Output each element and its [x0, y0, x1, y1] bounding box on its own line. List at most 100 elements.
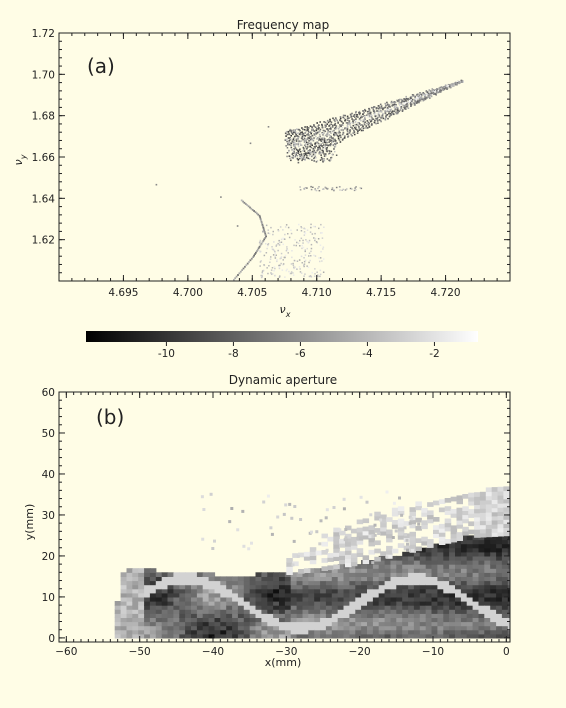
- aperture-cell: [331, 572, 339, 577]
- frequency-map-point: [313, 125, 315, 127]
- aperture-cell: [144, 580, 151, 586]
- aperture-cell: [472, 596, 480, 602]
- aperture-cell: [247, 547, 251, 551]
- frequency-map-point: [258, 250, 261, 252]
- aperture-cell: [390, 613, 397, 618]
- frequency-map-point: [384, 110, 387, 113]
- frequency-map-point: [401, 100, 403, 103]
- frequency-map-point: [354, 187, 356, 189]
- frequency-map-point: [409, 98, 412, 100]
- frequency-map-point: [289, 128, 291, 131]
- frequency-map-point: [296, 241, 298, 244]
- aperture-cell: [167, 576, 174, 582]
- aperture-cell: [419, 596, 427, 602]
- aperture-cell: [355, 617, 362, 623]
- frequency-map-point: [305, 239, 307, 241]
- frequency-map-point: [279, 264, 281, 267]
- frequency-map-point: [308, 134, 310, 136]
- aperture-cell: [437, 596, 444, 602]
- frequency-map-point: [288, 149, 290, 152]
- aperture-cell: [372, 596, 380, 602]
- frequency-map-point: [362, 125, 364, 127]
- aperture-cell: [449, 576, 456, 582]
- aperture-cell: [491, 532, 499, 537]
- aperture-cell: [339, 551, 346, 556]
- aperture-cell: [466, 629, 474, 635]
- aperture-cell: [501, 580, 509, 586]
- frequency-map-point: [398, 110, 401, 113]
- frequency-map-point: [385, 114, 387, 117]
- aperture-cell: [120, 596, 128, 602]
- frequency-map-point: [391, 110, 394, 112]
- aperture-cell: [161, 609, 169, 614]
- frequency-map-point: [319, 135, 321, 138]
- aperture-cell: [214, 617, 221, 623]
- frequency-map-point: [400, 101, 402, 104]
- aperture-cell: [484, 547, 491, 553]
- aperture-cell: [321, 533, 328, 539]
- aperture-cell: [290, 588, 298, 594]
- frequency-map-point: [377, 105, 380, 107]
- aperture-cell: [356, 548, 364, 553]
- frequency-map-point: [271, 248, 273, 250]
- frequency-map-point: [290, 159, 292, 162]
- frequency-map-point: [338, 132, 340, 134]
- aperture-cell: [507, 633, 510, 639]
- frequency-map-point: [265, 243, 267, 245]
- aperture-cell: [331, 633, 339, 639]
- frequency-map-point: [246, 204, 249, 206]
- frequency-map-point: [351, 134, 353, 137]
- aperture-cell: [431, 613, 438, 618]
- aperture-cell: [132, 572, 139, 577]
- aperture-cell: [501, 564, 509, 569]
- aperture-cell: [408, 601, 415, 606]
- aperture-cell: [402, 568, 409, 573]
- aperture-cell: [507, 576, 510, 582]
- aperture-cell: [220, 625, 227, 631]
- aperture-cell: [359, 495, 363, 499]
- frequency-map-point: [375, 115, 378, 117]
- aperture-cell: [325, 605, 333, 610]
- frequency-map-point: [253, 254, 255, 257]
- frequency-map-point: [394, 105, 397, 107]
- aperture-cell: [431, 621, 438, 627]
- aperture-cell: [390, 625, 397, 631]
- frequency-map-point: [389, 109, 392, 111]
- frequency-map-point: [422, 98, 424, 101]
- aperture-cell: [290, 617, 298, 623]
- frequency-map-point: [339, 124, 341, 126]
- frequency-map-point: [396, 112, 399, 115]
- aperture-cell: [378, 625, 386, 631]
- aperture-cell: [397, 522, 405, 528]
- aperture-cell: [120, 580, 128, 586]
- aperture-cell: [161, 596, 169, 602]
- aperture-cell: [408, 633, 415, 639]
- aperture-cell: [349, 633, 356, 639]
- aperture-cell: [284, 580, 292, 586]
- frequency-map-point: [310, 243, 313, 246]
- frequency-map-point: [331, 188, 333, 191]
- frequency-map-point: [329, 118, 331, 121]
- aperture-cell: [144, 568, 151, 573]
- aperture-cell: [191, 596, 198, 602]
- aperture-cell: [438, 507, 446, 513]
- frequency-map-point: [308, 137, 311, 139]
- frequency-map-point: [314, 143, 317, 145]
- aperture-cell: [226, 596, 233, 602]
- aperture-cell: [261, 613, 268, 618]
- aperture-cell: [444, 526, 452, 532]
- frequency-map-point: [317, 147, 320, 149]
- frequency-map-point: [288, 155, 290, 157]
- aperture-cell: [474, 525, 481, 530]
- frequency-map-point: [399, 98, 401, 101]
- frequency-map-point: [318, 186, 320, 188]
- frequency-map-x-tick-label: 4.705: [237, 287, 267, 299]
- frequency-map-point: [384, 102, 387, 105]
- frequency-map-point: [342, 132, 345, 134]
- frequency-map-point: [435, 90, 437, 92]
- aperture-cell: [443, 617, 450, 623]
- aperture-cell: [243, 633, 251, 639]
- aperture-cell: [460, 564, 468, 569]
- aperture-cell: [191, 584, 198, 590]
- aperture-cell: [208, 617, 216, 623]
